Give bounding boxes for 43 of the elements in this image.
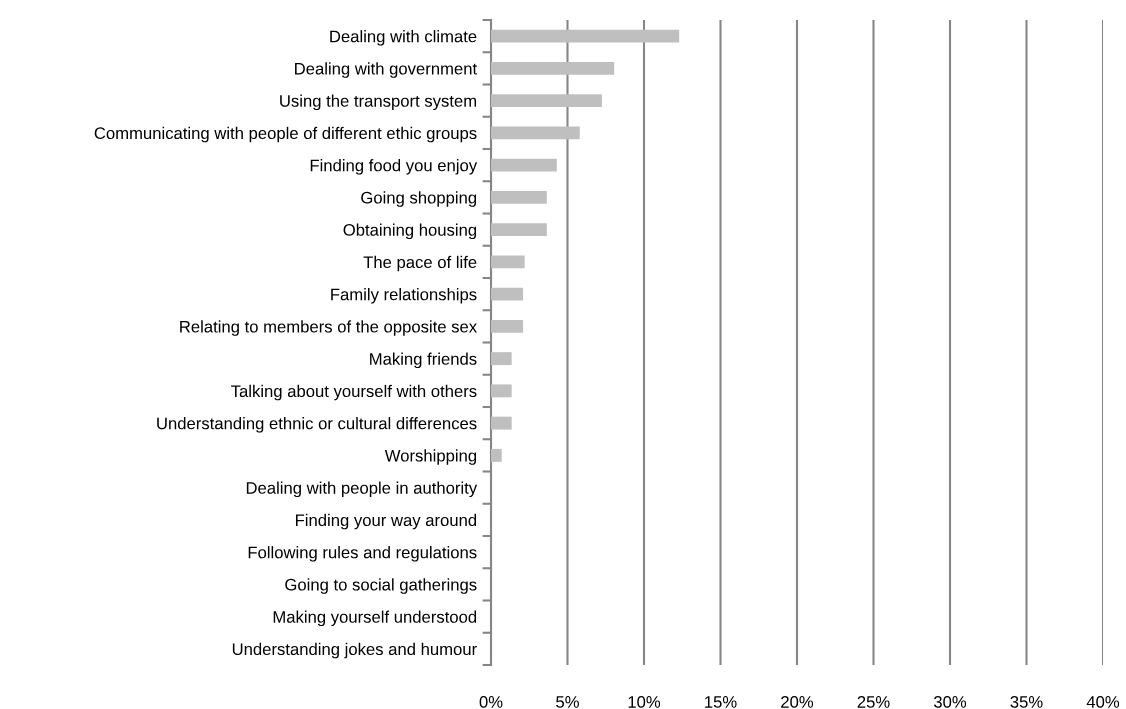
y-tick-label: Talking about yourself with others <box>231 384 477 401</box>
bar <box>491 94 602 108</box>
bar <box>491 190 547 204</box>
y-tick-label: Relating to members of the opposite sex <box>180 320 477 336</box>
y-tick-label: Obtaining housing <box>343 223 477 240</box>
x-tick-label: 15% <box>705 696 737 708</box>
bar <box>491 384 512 398</box>
y-tick-label: Understanding ethnic or cultural differences <box>157 417 477 433</box>
bar <box>491 319 524 333</box>
y-tick-label: Making yourself understood <box>273 610 477 627</box>
bar <box>491 352 512 366</box>
x-tick-label: 5% <box>556 696 579 708</box>
y-tick-label: Communicating with people of different ethic groups <box>94 126 477 143</box>
y-tick-label: The pace of life <box>363 255 477 272</box>
bar <box>491 158 557 172</box>
bar <box>491 448 502 462</box>
y-tick-label: Understanding jokes and humour <box>232 642 477 659</box>
x-tick-label: 40% <box>1086 696 1120 708</box>
y-tick-label: Making friends <box>370 352 477 369</box>
bar <box>491 223 547 237</box>
x-tick-label: 0% <box>479 696 503 708</box>
y-tick-label: Using the transport system <box>280 94 477 111</box>
y-tick-label: Worshipping <box>384 449 477 465</box>
y-tick-label: Dealing with climate <box>330 30 477 46</box>
y-tick-label: Finding food you enjoy <box>310 159 478 175</box>
bar <box>491 416 512 430</box>
bar <box>491 255 525 269</box>
y-tick-label: Dealing with people in authority <box>246 481 478 498</box>
bar <box>491 126 580 140</box>
bar <box>491 29 680 43</box>
x-tick-label: 20% <box>781 696 814 708</box>
x-tick-label: 25% <box>857 696 890 708</box>
y-tick-label: Going to social gatherings <box>285 578 477 594</box>
y-tick-label: Dealing with government <box>295 62 477 78</box>
y-tick-label: Family relationships <box>331 288 477 304</box>
y-tick-label: Following rules and regulations <box>248 546 477 562</box>
y-tick-label: Finding your way around <box>295 513 477 530</box>
x-tick-label: 30% <box>933 696 967 708</box>
x-tick-label: 35% <box>1010 696 1043 708</box>
bar <box>491 61 615 75</box>
x-tick-label: 10% <box>628 696 661 708</box>
y-tick-label: Going shopping <box>361 191 477 207</box>
bar <box>491 287 524 301</box>
